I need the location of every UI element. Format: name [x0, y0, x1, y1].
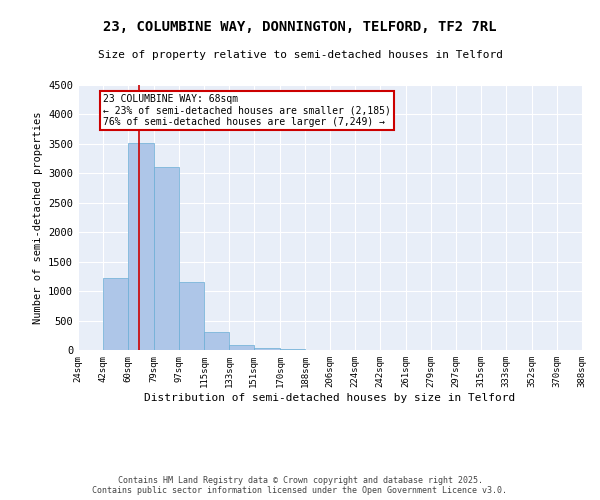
X-axis label: Distribution of semi-detached houses by size in Telford: Distribution of semi-detached houses by …: [145, 392, 515, 402]
Text: Size of property relative to semi-detached houses in Telford: Size of property relative to semi-detach…: [97, 50, 503, 60]
Bar: [229, 346, 254, 350]
Text: Contains HM Land Registry data © Crown copyright and database right 2025.
Contai: Contains HM Land Registry data © Crown c…: [92, 476, 508, 495]
Bar: [103, 278, 128, 350]
Bar: [128, 142, 154, 350]
Bar: [154, 168, 179, 350]
Bar: [254, 348, 280, 350]
Y-axis label: Number of semi-detached properties: Number of semi-detached properties: [32, 112, 43, 324]
Bar: [280, 349, 305, 350]
Bar: [179, 282, 204, 350]
Bar: [204, 332, 229, 350]
Text: 23, COLUMBINE WAY, DONNINGTON, TELFORD, TF2 7RL: 23, COLUMBINE WAY, DONNINGTON, TELFORD, …: [103, 20, 497, 34]
Text: 23 COLUMBINE WAY: 68sqm
← 23% of semi-detached houses are smaller (2,185)
76% of: 23 COLUMBINE WAY: 68sqm ← 23% of semi-de…: [103, 94, 391, 127]
